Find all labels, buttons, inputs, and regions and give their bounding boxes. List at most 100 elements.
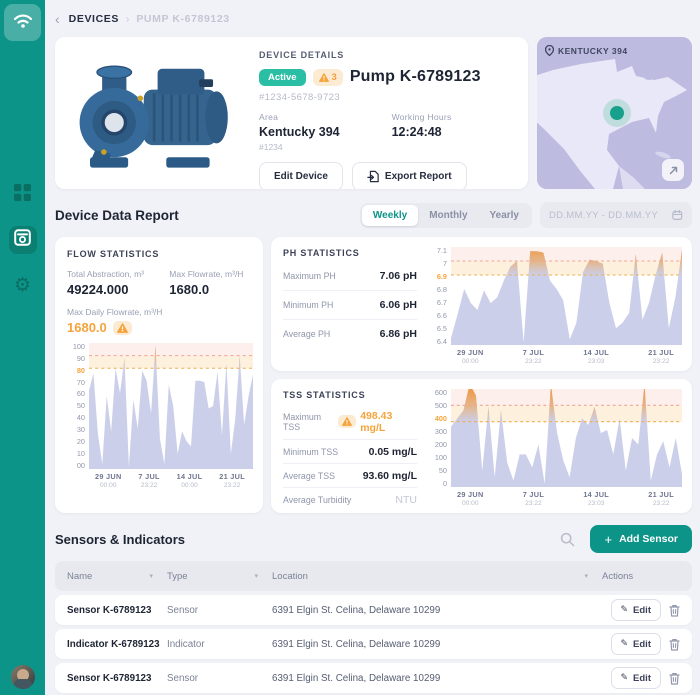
- area-value: Kentucky 394: [259, 125, 340, 139]
- sort-caret-icon: ▾: [149, 573, 153, 580]
- breadcrumb: ‹ DEVICES › PUMP K-6789123: [55, 10, 692, 28]
- app-logo[interactable]: [4, 4, 41, 41]
- export-icon: [367, 170, 379, 183]
- flow-chart-y-axis: 100 90 80 70 60 50 40 30 20 10 00: [72, 342, 85, 470]
- column-name[interactable]: Name ▾: [67, 570, 153, 582]
- table-row: Indicator K-6789123 Indicator 6391 Elgin…: [55, 629, 692, 659]
- tss-chart-x-axis: 29 JUN 00:00 7 JUL 23:22 14 JUL 23:03 21 JUL 23…: [457, 490, 674, 507]
- device-info: DEVICE DETAILS Active 3 Pump K-6789123 #…: [255, 37, 528, 189]
- map-pin-label: KENTUCKY 394: [545, 45, 628, 56]
- status-badge: Active: [259, 68, 306, 86]
- device-name: Pump K-6789123: [349, 68, 481, 85]
- warning-triangle-icon: [318, 72, 329, 82]
- working-hours-label: Working Hours: [391, 112, 452, 122]
- expand-icon: [669, 166, 677, 174]
- tss-title: TSS STATISTICS: [283, 390, 366, 400]
- sidebar-item-dashboard[interactable]: [9, 181, 37, 209]
- table-row: Sensor K-6789123 Sensor 6391 Elgin St. C…: [55, 595, 692, 625]
- delete-button[interactable]: [669, 604, 680, 617]
- tss-max-row: Maximum TSS 498.43 mg/L: [283, 404, 417, 440]
- table-row: Sensor K-6789123 Sensor 6391 Elgin St. C…: [55, 663, 692, 693]
- total-abstraction-value: 49224.000: [67, 282, 129, 297]
- tss-avg-row: Average TSS 93.60 mg/L: [283, 464, 417, 488]
- sensors-table-header: Name ▾ Type ▾ Location ▾ Actions: [55, 561, 692, 591]
- flow-chart-x-axis: 29 JUN 00:00 7 JUL 23:22 14 JUL 00:00 21 JUL 23…: [95, 472, 245, 489]
- tss-statistics-card: TSS STATISTICS Maximum TSS 498.43 mg/L M…: [271, 379, 692, 513]
- ph-chart: 7.1 7 6.9 6.8 6.7 6.6 6.5 6.4 29 JUN 00:00 7 JUL 2…: [429, 237, 692, 371]
- ph-chart-y-axis: 7.1 7 6.9 6.8 6.7 6.6 6.5 6.4: [436, 246, 447, 346]
- tab-weekly[interactable]: Weekly: [361, 204, 419, 226]
- tss-warning-badge: [338, 415, 357, 428]
- sidebar: ⚙: [0, 0, 45, 695]
- max-flowrate-value: 1680.0: [169, 282, 210, 297]
- map-expand-button[interactable]: [662, 159, 684, 181]
- edit-button[interactable]: ✎ Edit: [610, 633, 661, 655]
- warning-badge[interactable]: 3: [312, 68, 343, 86]
- column-type[interactable]: Type ▾: [167, 570, 258, 582]
- area-label: Area: [259, 112, 279, 122]
- column-actions: Actions: [602, 570, 634, 582]
- pencil-icon: ✎: [620, 673, 629, 683]
- sort-caret-icon: ▾: [584, 573, 588, 580]
- wifi-icon: [12, 11, 34, 34]
- breadcrumb-separator: ›: [125, 13, 130, 25]
- ph-avg-row: Average PH 6.86 pH: [283, 328, 417, 340]
- sort-caret-icon: ▾: [254, 573, 258, 580]
- plus-icon: +: [604, 531, 613, 547]
- export-report-button[interactable]: Export Report: [351, 162, 467, 189]
- flow-chart: 100 90 80 70 60 50 40 30 20 10 00 29 JUN 00:00 7 JUL…: [67, 343, 253, 489]
- sensors-header: Sensors & Indicators + Add Sensor: [55, 525, 692, 553]
- delete-button[interactable]: [669, 672, 680, 685]
- warning-count: 3: [331, 71, 337, 83]
- ph-statistics-card: PH STATISTICS Maximum PH 7.06 pH Minimum…: [271, 237, 692, 371]
- user-avatar[interactable]: [10, 665, 35, 689]
- gear-icon: ⚙: [13, 273, 32, 296]
- flow-statistics-card: FLOW STATISTICS Total Abstraction, m³ 49…: [55, 237, 263, 513]
- calendar-icon: [672, 209, 683, 220]
- max-daily-flowrate-label: Max Daily Flowrate, m³/H: [67, 307, 163, 317]
- tab-yearly[interactable]: Yearly: [489, 209, 519, 221]
- report-title: Device Data Report: [55, 207, 179, 223]
- date-range-input[interactable]: [549, 209, 667, 221]
- search-button[interactable]: [554, 526, 580, 552]
- area-code: #1234: [259, 142, 283, 152]
- tab-monthly[interactable]: Monthly: [429, 209, 468, 221]
- edit-button[interactable]: ✎ Edit: [610, 599, 661, 621]
- trash-icon: [669, 604, 680, 617]
- pencil-icon: ✎: [620, 605, 629, 615]
- avatar-photo: [16, 669, 29, 681]
- trash-icon: [669, 638, 680, 651]
- pencil-icon: ✎: [620, 639, 629, 649]
- column-location[interactable]: Location ▾: [272, 570, 588, 582]
- add-sensor-button[interactable]: + Add Sensor: [590, 525, 692, 553]
- flow-area-chart: [89, 343, 253, 469]
- pin-icon: [545, 45, 554, 56]
- tss-chart-y-axis: 600 500 400 300 200 100 50 0: [434, 388, 447, 488]
- warning-triangle-icon: [342, 417, 353, 426]
- map-image: [537, 37, 692, 189]
- edit-button[interactable]: ✎ Edit: [610, 667, 661, 689]
- chevron-left-icon[interactable]: ‹: [55, 11, 60, 27]
- breadcrumb-devices[interactable]: DEVICES: [68, 13, 119, 25]
- search-icon: [560, 532, 575, 546]
- flow-title: FLOW STATISTICS: [67, 249, 160, 259]
- sidebar-item-settings[interactable]: ⚙: [9, 271, 37, 299]
- device-details-card: DEVICE DETAILS Active 3 Pump K-6789123 #…: [55, 37, 528, 189]
- main-content: ‹ DEVICES › PUMP K-6789123: [45, 0, 700, 695]
- flow-warning-badge: [112, 320, 132, 335]
- sidebar-item-devices[interactable]: [8, 226, 37, 254]
- device-map[interactable]: KENTUCKY 394: [537, 37, 692, 189]
- max-flowrate-label: Max Flowrate, m³/H: [169, 269, 244, 279]
- edit-device-button[interactable]: Edit Device: [259, 162, 343, 189]
- delete-button[interactable]: [669, 638, 680, 651]
- date-range-picker[interactable]: [540, 202, 692, 228]
- grid-icon: [14, 184, 31, 206]
- ph-min-row: Minimum PH 6.06 pH: [283, 291, 417, 320]
- tss-turbidity-row: Average Turbidity NTU: [283, 493, 417, 506]
- ph-max-row: Maximum PH 7.06 pH: [283, 262, 417, 291]
- working-hours-value: 12:24:48: [391, 125, 442, 139]
- report-header: Device Data Report Weekly Monthly Yearly: [55, 202, 692, 228]
- sensors-title: Sensors & Indicators: [55, 531, 186, 547]
- breadcrumb-current: PUMP K-6789123: [136, 13, 230, 25]
- device-photo: [55, 37, 255, 189]
